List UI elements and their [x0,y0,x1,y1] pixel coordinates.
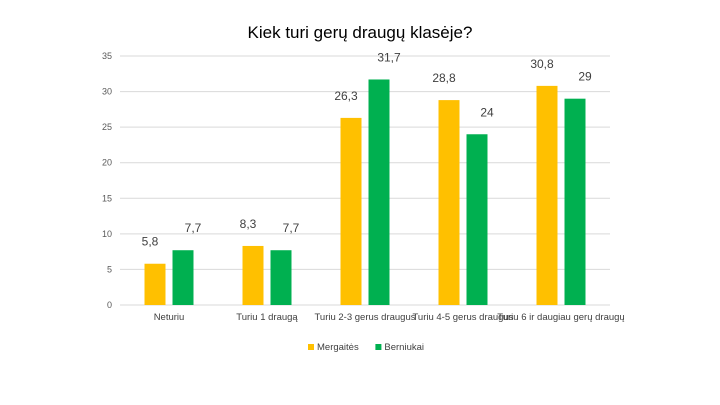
legend-label: Berniukai [384,342,424,353]
y-tick-label: 15 [102,193,112,203]
data-label: 7,7 [283,221,300,235]
x-category-label: Turiu 6 ir daugiau gerų draugų [497,312,624,323]
bar-berniukai [564,98,586,305]
legend-swatch [308,344,314,350]
gridlines [120,55,610,306]
data-label: 24 [480,105,494,119]
chart-title: Kiek turi gerų draugų klasėje? [248,23,473,42]
bar-mergaites [242,245,264,305]
data-label: 31,7 [377,50,401,64]
data-label: 29 [578,70,592,84]
data-label: 28,8 [432,71,456,85]
legend-swatch [375,344,382,350]
bar-mergaites [340,117,362,305]
y-tick-label: 35 [102,51,112,61]
data-label: 30,8 [530,57,554,71]
bar-mergaites [144,263,166,305]
legend-label: Mergaitės [317,342,359,353]
data-label: 7,7 [185,221,202,235]
x-category-label: Turiu 4-5 gerus draugus [412,312,513,323]
bar-mergaites [536,85,558,305]
y-tick-label: 0 [107,300,112,310]
bar-berniukai [172,250,194,305]
bar-berniukai [368,79,390,305]
bars [144,79,586,305]
data-labels: 5,8 8,3 26,3 28,8 30,8 7,7 7,7 31,7 24 29 [142,50,592,248]
data-label: 26,3 [334,89,358,103]
y-tick-label: 10 [102,229,112,239]
x-category-label: Turiu 2-3 gerus draugus [314,312,415,323]
y-tick-label: 5 [107,264,112,274]
y-tick-label: 30 [102,87,112,97]
x-category-label: Turiu 1 draugą [236,312,298,323]
category-labels: Neturiu Turiu 1 draugą Turiu 2-3 gerus dra… [154,312,625,323]
y-axis-ticks: 0 5 10 15 20 25 30 35 [102,51,112,310]
legend: Mergaitės Berniukai [308,342,424,353]
data-label: 8,3 [240,217,257,231]
y-tick-label: 25 [102,122,112,132]
bar-berniukai [270,250,292,305]
x-category-label: Neturiu [154,312,185,323]
bar-mergaites [438,100,460,305]
data-label: 5,8 [142,235,159,249]
y-tick-label: 20 [102,158,112,168]
bar-berniukai [466,134,488,305]
